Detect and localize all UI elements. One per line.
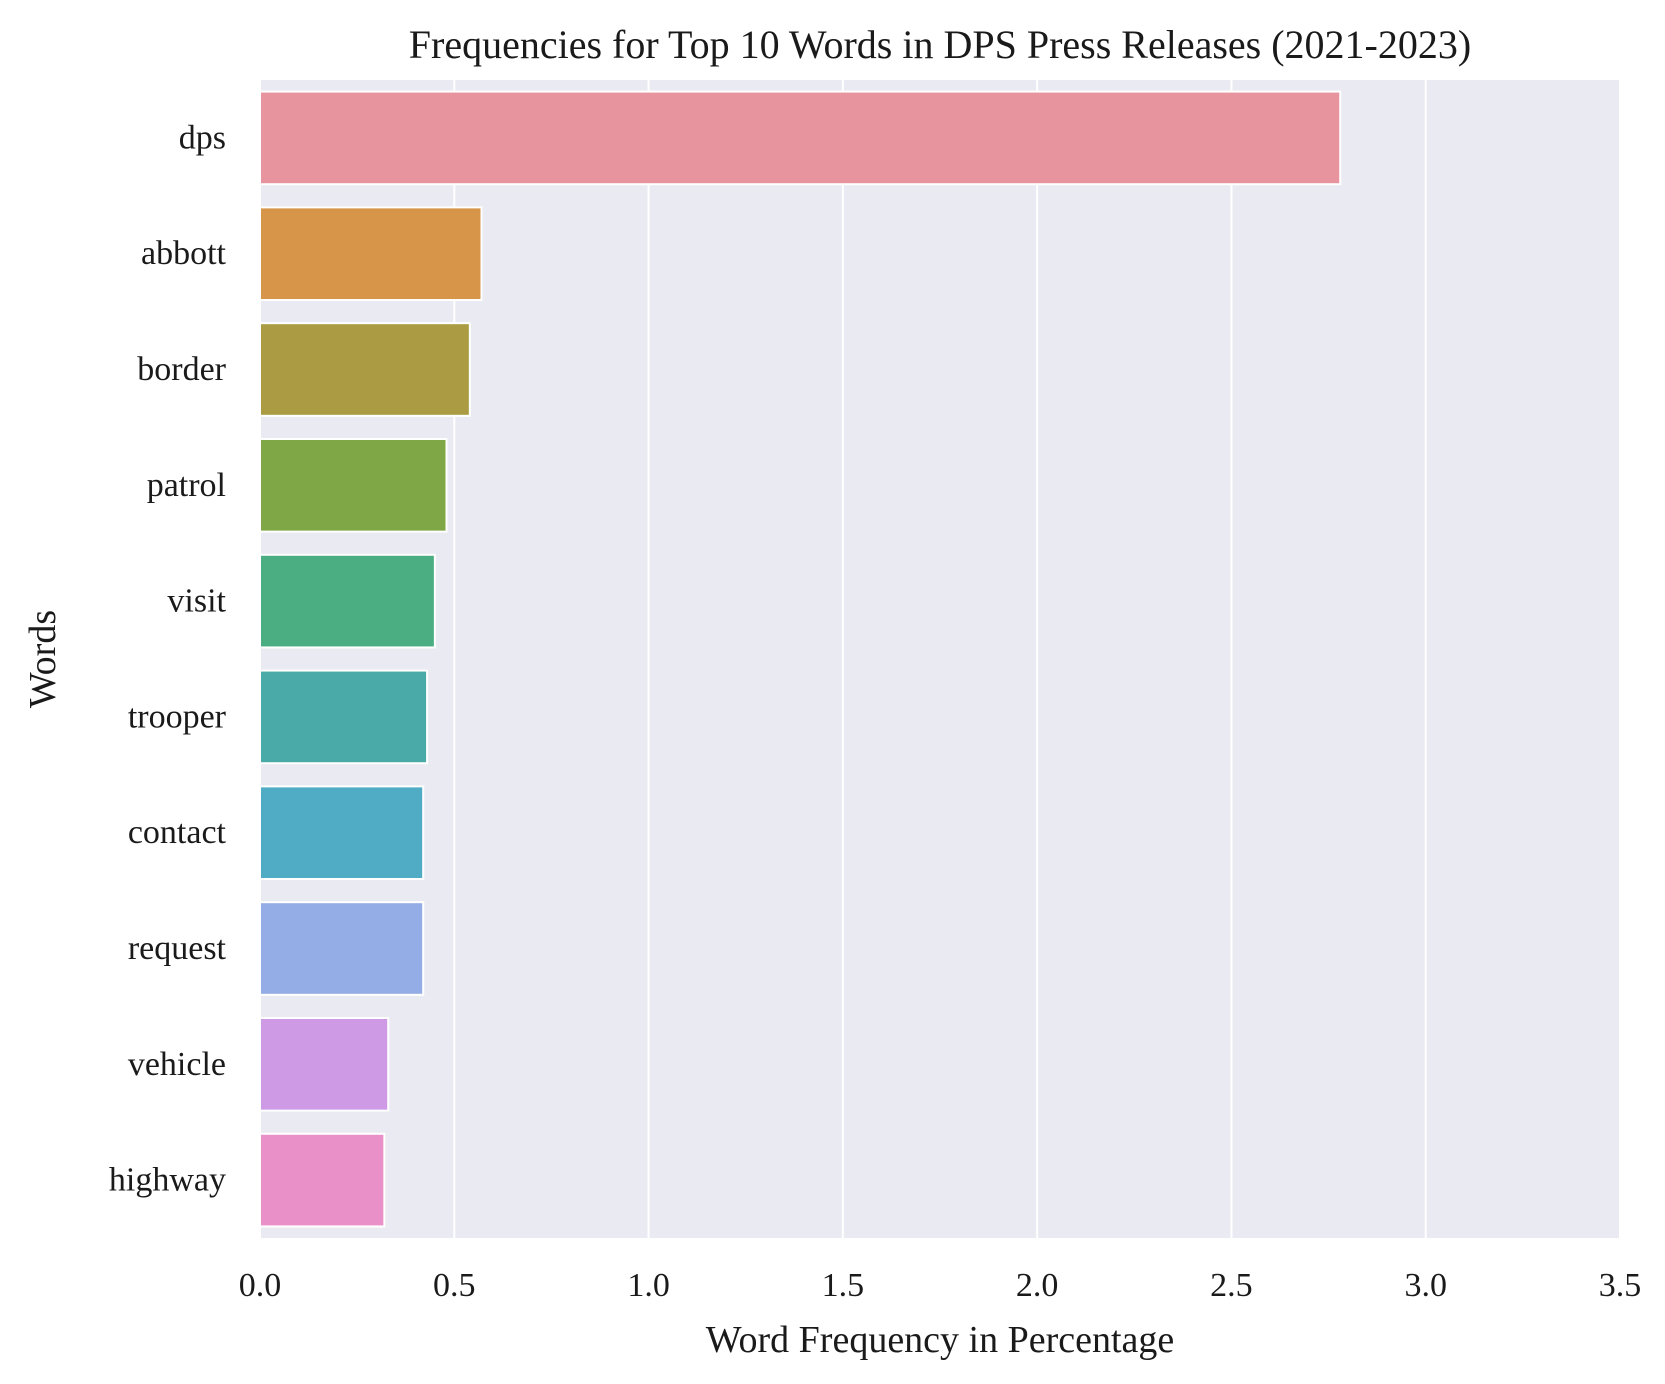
y-tick-label-visit: visit <box>167 583 226 620</box>
y-tick-label-dps: dps <box>179 119 226 156</box>
y-axis-label: Words <box>22 610 64 708</box>
x-tick-label-5: 2.5 <box>1210 1267 1253 1304</box>
x-tick-label-6: 3.0 <box>1404 1267 1447 1304</box>
y-tick-label-patrol: patrol <box>147 467 226 504</box>
x-tick-label-3: 1.5 <box>822 1267 865 1304</box>
chart-title: Frequencies for Top 10 Words in DPS Pres… <box>409 22 1471 67</box>
bar-border <box>259 322 471 417</box>
y-tick-label-trooper: trooper <box>128 698 227 735</box>
x-tick-label-2: 1.0 <box>627 1267 670 1304</box>
y-tick-labels: dps abbott border patrol visit trooper contact… <box>109 119 227 1198</box>
y-tick-label-request: request <box>128 930 227 967</box>
bar-trooper <box>259 669 429 765</box>
x-tick-label-1: 0.5 <box>433 1267 476 1304</box>
bar-abbott <box>259 206 483 302</box>
x-tick-label-7: 3.5 <box>1599 1267 1642 1304</box>
bars <box>259 90 1342 1228</box>
bar-patrol <box>259 437 448 533</box>
x-tick-label-0: 0.0 <box>239 1267 282 1304</box>
y-tick-label-vehicle: vehicle <box>128 1046 226 1083</box>
x-tick-labels: 0.0 0.5 1.0 1.5 2.0 2.5 3.0 3.5 <box>239 1267 1642 1304</box>
y-tick-label-contact: contact <box>128 814 227 851</box>
y-tick-label-border: border <box>137 351 226 388</box>
y-tick-label-abbott: abbott <box>141 235 227 272</box>
bar-visit <box>259 553 436 649</box>
y-tick-label-highway: highway <box>109 1162 226 1199</box>
plot-area <box>260 80 1620 1238</box>
x-tick-label-4: 2.0 <box>1016 1267 1059 1304</box>
bar-dps <box>259 90 1342 186</box>
bar-contact <box>259 785 425 881</box>
x-axis-label: Word Frequency in Percentage <box>706 1319 1175 1361</box>
bar-request <box>259 901 425 996</box>
bar-highway <box>259 1132 386 1228</box>
bar-vehicle <box>259 1016 390 1112</box>
